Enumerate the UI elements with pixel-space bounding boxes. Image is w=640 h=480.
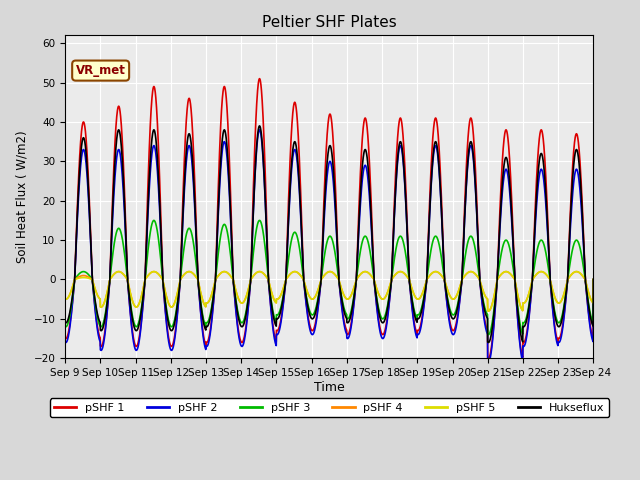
pSHF 2	[566, 236, 573, 242]
Line: pSHF 5: pSHF 5	[65, 272, 593, 311]
pSHF 2	[166, 346, 174, 352]
pSHF 1	[484, 355, 492, 361]
pSHF 1	[272, 337, 280, 343]
pSHF 1	[237, 337, 244, 343]
pSHF 3	[382, 311, 390, 316]
pSHF 3	[316, 289, 323, 295]
pSHF 4	[484, 308, 492, 314]
Hukseflux	[61, 320, 69, 325]
pSHF 3	[237, 319, 244, 324]
pSHF 3	[150, 217, 157, 223]
pSHF 5	[589, 276, 597, 282]
pSHF 1	[316, 296, 323, 301]
pSHF 1	[382, 324, 390, 330]
pSHF 4	[589, 276, 597, 282]
pSHF 1	[566, 223, 573, 229]
pSHF 5	[382, 294, 390, 300]
Hukseflux	[272, 322, 280, 328]
Title: Peltier SHF Plates: Peltier SHF Plates	[262, 15, 397, 30]
pSHF 1	[61, 335, 69, 341]
pSHF 3	[167, 323, 175, 329]
Line: pSHF 3: pSHF 3	[65, 220, 593, 335]
Line: Hukseflux: Hukseflux	[65, 126, 593, 343]
Line: pSHF 4: pSHF 4	[65, 272, 593, 311]
pSHF 3	[566, 262, 573, 268]
pSHF 2	[589, 276, 597, 282]
Hukseflux	[589, 276, 597, 282]
pSHF 2	[484, 360, 492, 365]
Hukseflux	[256, 123, 264, 129]
pSHF 2	[272, 341, 280, 347]
pSHF 1	[256, 76, 264, 82]
Hukseflux	[316, 291, 323, 297]
Hukseflux	[566, 229, 573, 235]
pSHF 3	[589, 276, 597, 282]
pSHF 1	[166, 342, 174, 348]
pSHF 2	[61, 339, 69, 345]
Hukseflux	[237, 322, 244, 328]
pSHF 5	[237, 300, 244, 305]
pSHF 5	[316, 284, 323, 289]
Hukseflux	[166, 327, 174, 333]
pSHF 3	[484, 332, 492, 337]
pSHF 4	[237, 300, 244, 305]
Text: VR_met: VR_met	[76, 64, 125, 77]
pSHF 5	[566, 274, 573, 279]
pSHF 2	[237, 341, 244, 347]
Legend: pSHF 1, pSHF 2, pSHF 3, pSHF 4, pSHF 5, Hukseflux: pSHF 1, pSHF 2, pSHF 3, pSHF 4, pSHF 5, …	[50, 398, 609, 417]
pSHF 5	[61, 296, 69, 302]
pSHF 2	[256, 127, 264, 133]
pSHF 5	[167, 304, 175, 310]
pSHF 4	[566, 274, 573, 279]
Hukseflux	[484, 340, 492, 346]
pSHF 5	[484, 308, 492, 314]
X-axis label: Time: Time	[314, 381, 344, 394]
pSHF 3	[61, 324, 69, 329]
pSHF 4	[382, 294, 390, 300]
pSHF 4	[115, 269, 122, 275]
pSHF 4	[167, 304, 175, 310]
Line: pSHF 1: pSHF 1	[65, 79, 593, 358]
pSHF 5	[272, 300, 280, 305]
pSHF 1	[589, 276, 597, 282]
pSHF 4	[316, 284, 323, 289]
pSHF 5	[115, 269, 122, 275]
pSHF 4	[272, 300, 280, 305]
pSHF 4	[61, 296, 69, 302]
Line: pSHF 2: pSHF 2	[65, 130, 593, 362]
pSHF 2	[382, 327, 390, 333]
pSHF 3	[272, 318, 280, 324]
Y-axis label: Soil Heat Flux ( W/m2): Soil Heat Flux ( W/m2)	[15, 131, 28, 263]
pSHF 2	[316, 297, 323, 303]
Hukseflux	[382, 314, 390, 320]
